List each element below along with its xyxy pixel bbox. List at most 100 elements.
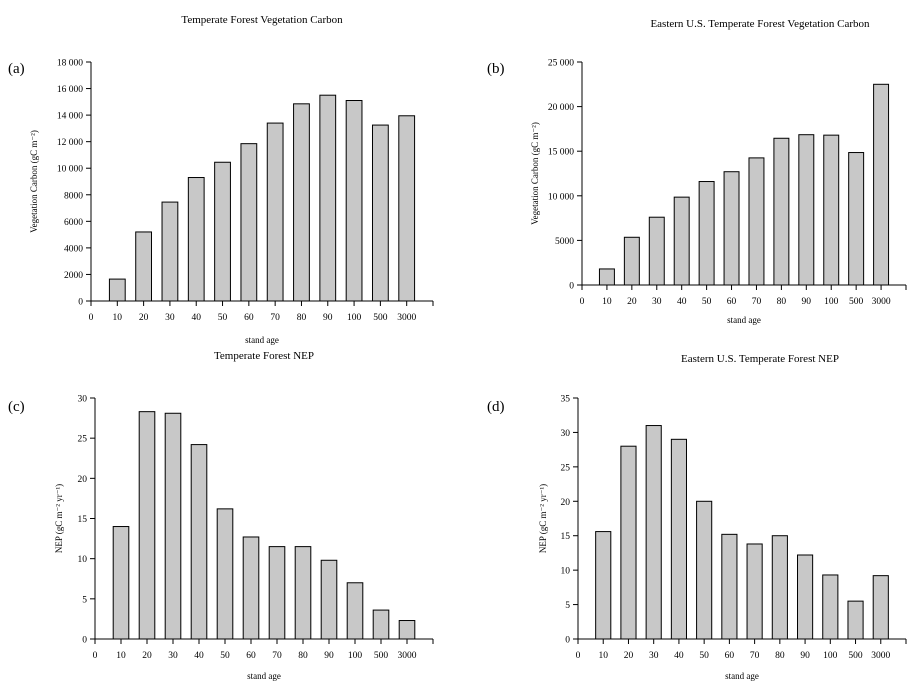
y-tick-label: 18 000 [57, 59, 83, 69]
y-tick-label: 10 [78, 555, 88, 565]
bar [398, 620, 416, 640]
x-tick-label: 50 [699, 651, 709, 661]
bar [698, 181, 715, 286]
bar [345, 100, 363, 302]
x-tick-label: 3000 [872, 297, 891, 307]
bar [623, 236, 640, 286]
y-tick-label: 0 [82, 636, 87, 646]
x-tick-label: 60 [725, 651, 735, 661]
y-tick-label: 4000 [64, 244, 83, 254]
x-tick-label: 20 [624, 651, 634, 661]
bar [294, 546, 312, 640]
y-tick-label: 20 [78, 475, 88, 485]
bar [320, 559, 338, 640]
x-tick-label: 20 [627, 297, 637, 307]
x-tick-label: 500 [848, 651, 863, 661]
x-tick-label: 3000 [397, 313, 416, 323]
x-tick-label: 30 [168, 651, 178, 661]
x-tick-label: 60 [246, 651, 256, 661]
x-tick-label: 0 [93, 651, 98, 661]
y-tick-label: 16 000 [57, 85, 83, 95]
bar [371, 124, 389, 302]
y-axis-label: NEP (gC m⁻² yr⁻¹) [54, 484, 64, 553]
x-axis-label: stand age [247, 671, 281, 681]
x-tick-label: 100 [348, 651, 363, 661]
y-tick-label: 0 [78, 298, 83, 308]
x-tick-label: 20 [142, 651, 152, 661]
bar [214, 161, 231, 302]
x-tick-label: 90 [324, 651, 334, 661]
bar [620, 445, 637, 640]
x-tick-label: 70 [750, 651, 760, 661]
bar [135, 231, 153, 302]
bar [822, 574, 839, 640]
y-tick-label: 0 [565, 636, 570, 646]
bar [797, 554, 814, 640]
bar [748, 157, 765, 286]
y-tick-label: 20 000 [548, 103, 574, 113]
bar [696, 500, 713, 640]
y-tick-label: 20 [561, 498, 571, 508]
y-tick-label: 8000 [64, 191, 83, 201]
x-tick-label: 10 [598, 651, 608, 661]
bar [293, 103, 310, 302]
bar [670, 438, 687, 640]
y-tick-label: 10 000 [548, 192, 574, 202]
chart-title: Eastern U.S. Temperate Forest NEP [681, 353, 839, 365]
bar [823, 134, 840, 286]
bar [771, 535, 788, 640]
x-tick-label: 60 [727, 297, 737, 307]
y-tick-label: 25 [561, 463, 571, 473]
bar [216, 508, 234, 640]
y-tick-label: 10 [561, 567, 571, 577]
x-tick-label: 40 [194, 651, 204, 661]
x-tick-label: 0 [576, 651, 581, 661]
bar [648, 216, 665, 286]
x-tick-label: 80 [298, 651, 308, 661]
bar [161, 201, 179, 302]
y-tick-label: 5 [565, 601, 570, 611]
x-tick-label: 30 [649, 651, 659, 661]
bar [721, 533, 738, 640]
bar [848, 152, 865, 286]
x-tick-label: 80 [297, 313, 307, 323]
y-tick-label: 2000 [64, 271, 83, 281]
x-axis-label: stand age [727, 315, 761, 325]
x-tick-label: 3000 [398, 651, 417, 661]
chart-title: Temperate Forest Vegetation Carbon [181, 14, 343, 26]
y-tick-label: 25 [78, 435, 88, 445]
panel-label: (d) [487, 399, 505, 415]
bar [398, 115, 416, 302]
x-tick-label: 500 [374, 651, 389, 661]
bar [372, 609, 390, 640]
x-axis-label: stand age [245, 335, 279, 345]
bar [242, 536, 260, 640]
x-tick-label: 100 [824, 297, 839, 307]
chart-title: Eastern U.S. Temperate Forest Vegetation… [650, 18, 870, 30]
x-tick-label: 40 [677, 297, 687, 307]
x-tick-label: 100 [347, 313, 362, 323]
panel-label: (c) [8, 399, 25, 415]
x-tick-label: 40 [674, 651, 684, 661]
y-tick-label: 5000 [555, 237, 574, 247]
x-tick-label: 70 [270, 313, 280, 323]
x-tick-label: 50 [218, 313, 228, 323]
y-tick-label: 30 [561, 429, 571, 439]
x-tick-label: 50 [702, 297, 712, 307]
bar [872, 575, 889, 640]
y-tick-label: 14 000 [57, 112, 83, 122]
bar [847, 600, 864, 640]
x-tick-label: 30 [652, 297, 662, 307]
y-tick-label: 25 000 [548, 59, 574, 69]
x-tick-label: 10 [113, 313, 123, 323]
y-tick-label: 35 [561, 395, 571, 405]
panel-label: (a) [8, 61, 25, 77]
x-axis-label: stand age [725, 671, 759, 681]
chart-panel: Eastern U.S. Temperate Forest NEP (d) 0 5 10… [487, 353, 907, 681]
bar [598, 268, 615, 286]
y-tick-label: 0 [569, 282, 574, 292]
bar [164, 412, 182, 640]
x-tick-label: 10 [116, 651, 126, 661]
bar [190, 444, 208, 640]
